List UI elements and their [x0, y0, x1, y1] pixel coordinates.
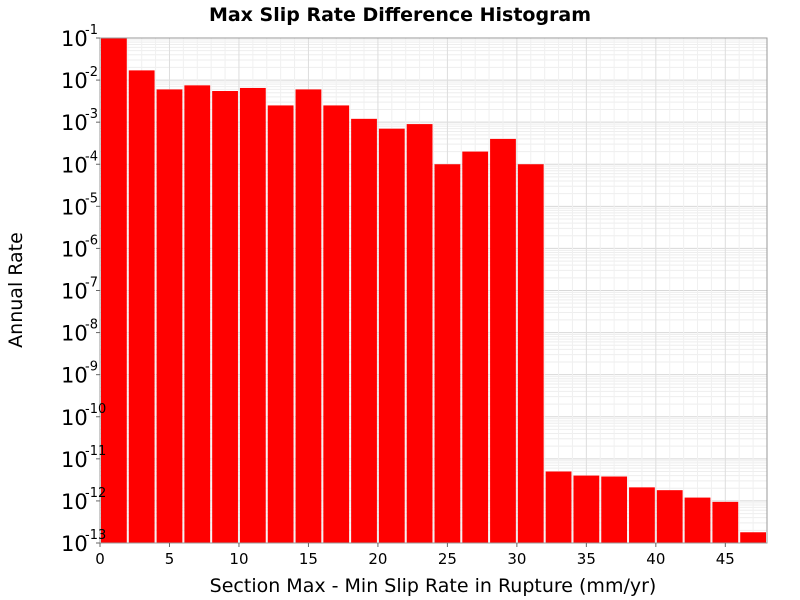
x-tick-label: 0 — [95, 550, 105, 568]
x-tick-label: 25 — [438, 550, 457, 568]
y-tick-label: 10-7 — [61, 276, 98, 304]
y-ticks: 10-110-210-310-410-510-610-710-810-910-1… — [61, 23, 106, 556]
y-tick-label: 10-2 — [61, 65, 98, 93]
y-tick-base: 10 — [61, 448, 88, 472]
histogram-bar — [545, 471, 572, 543]
y-tick-label: 10-11 — [61, 444, 106, 472]
y-tick-exponent: -8 — [85, 318, 98, 333]
histogram-bar — [351, 118, 377, 543]
histogram-bar — [684, 497, 711, 543]
y-tick-exponent: -12 — [85, 486, 106, 501]
y-tick-label: 10-4 — [61, 149, 98, 177]
y-tick-label: 10-1 — [61, 23, 98, 51]
y-tick-base: 10 — [61, 364, 88, 388]
x-tick-label: 10 — [229, 550, 248, 568]
histogram-bar — [101, 38, 127, 543]
y-tick-exponent: -9 — [85, 360, 98, 375]
y-tick-base: 10 — [61, 237, 88, 261]
histogram-bar — [629, 487, 655, 543]
histogram-bar — [267, 105, 294, 544]
y-tick-label: 10-5 — [61, 191, 98, 219]
y-tick-base: 10 — [61, 27, 88, 51]
histogram-bar — [239, 87, 266, 543]
histogram-bar — [517, 164, 544, 543]
y-tick-base: 10 — [61, 322, 88, 346]
y-tick-label: 10-8 — [61, 318, 98, 346]
histogram-bar — [323, 105, 350, 544]
x-ticks: 0 5 10 15 20 25 30 35 40 45 — [95, 543, 735, 568]
histogram-bar — [712, 501, 739, 543]
y-axis-label: Annual Rate — [5, 232, 27, 348]
y-tick-base: 10 — [61, 406, 88, 430]
y-tick-exponent: -11 — [85, 444, 106, 459]
histogram-bar — [656, 490, 683, 543]
x-tick-label: 30 — [507, 550, 526, 568]
y-tick-label: 10-10 — [61, 402, 106, 430]
histogram-bar — [295, 89, 322, 544]
x-tick-label: 45 — [716, 550, 735, 568]
histogram-bar — [184, 85, 211, 543]
histogram-bar — [434, 164, 461, 543]
y-tick-base: 10 — [61, 280, 88, 304]
y-tick-exponent: -13 — [85, 528, 106, 543]
histogram-bar — [212, 91, 238, 543]
histogram-bar — [406, 124, 433, 544]
bars — [101, 38, 766, 544]
y-tick-base: 10 — [61, 195, 88, 219]
x-tick-label: 35 — [577, 550, 596, 568]
y-tick-base: 10 — [61, 153, 88, 177]
histogram-bar — [573, 475, 600, 543]
y-tick-label: 10-9 — [61, 360, 98, 388]
x-tick-label: 40 — [646, 550, 665, 568]
y-tick-base: 10 — [61, 69, 88, 93]
y-tick-base: 10 — [61, 532, 88, 556]
y-tick-exponent: -10 — [85, 402, 106, 417]
y-tick-exponent: -1 — [85, 23, 98, 38]
histogram-bar — [128, 70, 155, 543]
y-tick-exponent: -5 — [85, 191, 98, 206]
histogram-bar — [740, 532, 766, 543]
y-tick-label: 10-3 — [61, 107, 98, 135]
y-tick-exponent: -3 — [85, 107, 98, 122]
y-tick-base: 10 — [61, 490, 88, 514]
y-tick-exponent: -2 — [85, 65, 98, 80]
y-tick-exponent: -7 — [85, 276, 98, 291]
histogram-bar — [462, 151, 489, 543]
y-tick-exponent: -6 — [85, 233, 98, 248]
y-tick-exponent: -4 — [85, 149, 98, 164]
histogram-bar — [490, 138, 516, 543]
y-tick-base: 10 — [61, 111, 88, 135]
y-tick-label: 10-13 — [61, 528, 106, 556]
histogram-bar — [601, 476, 628, 543]
x-axis-label: Section Max - Min Slip Rate in Rupture (… — [210, 575, 657, 597]
histogram-bar — [156, 89, 183, 544]
chart-title: Max Slip Rate Difference Histogram — [209, 4, 591, 26]
x-tick-label: 20 — [368, 550, 387, 568]
x-tick-label: 5 — [165, 550, 175, 568]
x-tick-label: 15 — [299, 550, 318, 568]
y-tick-label: 10-12 — [61, 486, 106, 514]
y-tick-label: 10-6 — [61, 233, 98, 261]
histogram-bar — [378, 128, 405, 543]
